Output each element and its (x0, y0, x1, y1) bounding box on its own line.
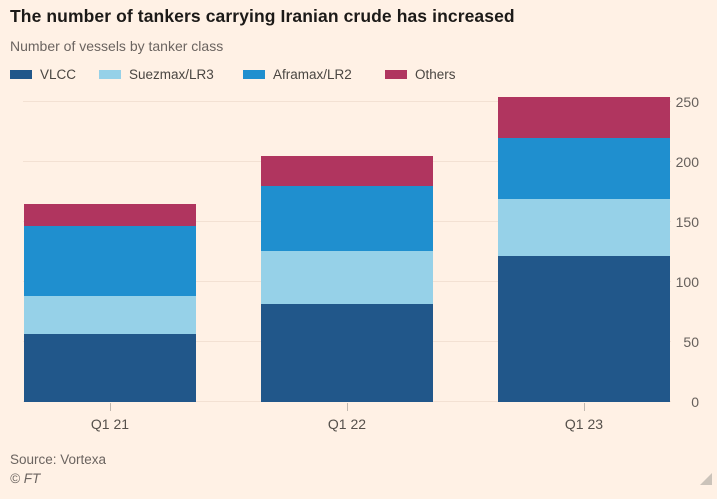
plot-area (23, 95, 671, 402)
y-axis-tick-label: 50 (683, 334, 699, 350)
legend-label: Aframax/LR2 (273, 66, 352, 82)
y-axis-tick-label: 150 (675, 214, 699, 230)
x-axis-tick (347, 403, 348, 411)
bar-segment-suezmax-lr3 (24, 296, 196, 334)
legend: VLCC Suezmax/LR3 Aframax/LR2 Others (10, 66, 510, 82)
legend-item-aframax-lr2: Aframax/LR2 (243, 66, 352, 82)
x-axis-tick (584, 403, 585, 411)
bar-segment-others (498, 97, 670, 139)
bar-q1-23 (498, 97, 670, 402)
legend-swatch (99, 69, 121, 79)
y-axis-tick-label: 0 (691, 394, 699, 410)
bar-segment-others (261, 156, 433, 187)
chart-title: The number of tankers carrying Iranian c… (10, 6, 515, 26)
legend-item-others: Others (385, 66, 456, 82)
expand-icon[interactable] (700, 473, 712, 485)
gridline (23, 101, 671, 102)
source-label: Source: Vortexa (10, 452, 107, 467)
ft-copyright: © FT (10, 471, 41, 486)
legend-item-vlcc: VLCC (10, 66, 76, 82)
bar-segment-vlcc (24, 333, 196, 402)
bar-segment-vlcc (498, 255, 670, 402)
bar-segment-others (24, 204, 196, 226)
x-axis-tick (110, 403, 111, 411)
bar-segment-aframax-lr2 (261, 186, 433, 251)
legend-label: Suezmax/LR3 (129, 66, 214, 82)
legend-label: Others (415, 66, 456, 82)
bar-segment-suezmax-lr3 (498, 199, 670, 256)
chart-subtitle: Number of vessels by tanker class (10, 38, 224, 54)
x-axis-tick-label: Q1 23 (564, 416, 604, 432)
legend-item-suezmax-lr3: Suezmax/LR3 (99, 66, 214, 82)
legend-swatch (243, 69, 265, 79)
bar-segment-suezmax-lr3 (261, 250, 433, 304)
bar-segment-aframax-lr2 (498, 138, 670, 200)
y-axis-tick-label: 200 (675, 154, 699, 170)
legend-label: VLCC (40, 66, 77, 82)
bar-q1-21 (24, 204, 196, 402)
bar-segment-aframax-lr2 (24, 225, 196, 297)
bar-segment-vlcc (261, 303, 433, 402)
legend-swatch (385, 69, 407, 79)
y-axis-tick-label: 250 (675, 94, 699, 110)
bar-q1-22 (261, 156, 433, 402)
y-axis-tick-label: 100 (675, 274, 699, 290)
x-axis-tick-label: Q1 21 (90, 416, 130, 432)
legend-swatch (10, 69, 32, 79)
x-axis-tick-label: Q1 22 (327, 416, 367, 432)
